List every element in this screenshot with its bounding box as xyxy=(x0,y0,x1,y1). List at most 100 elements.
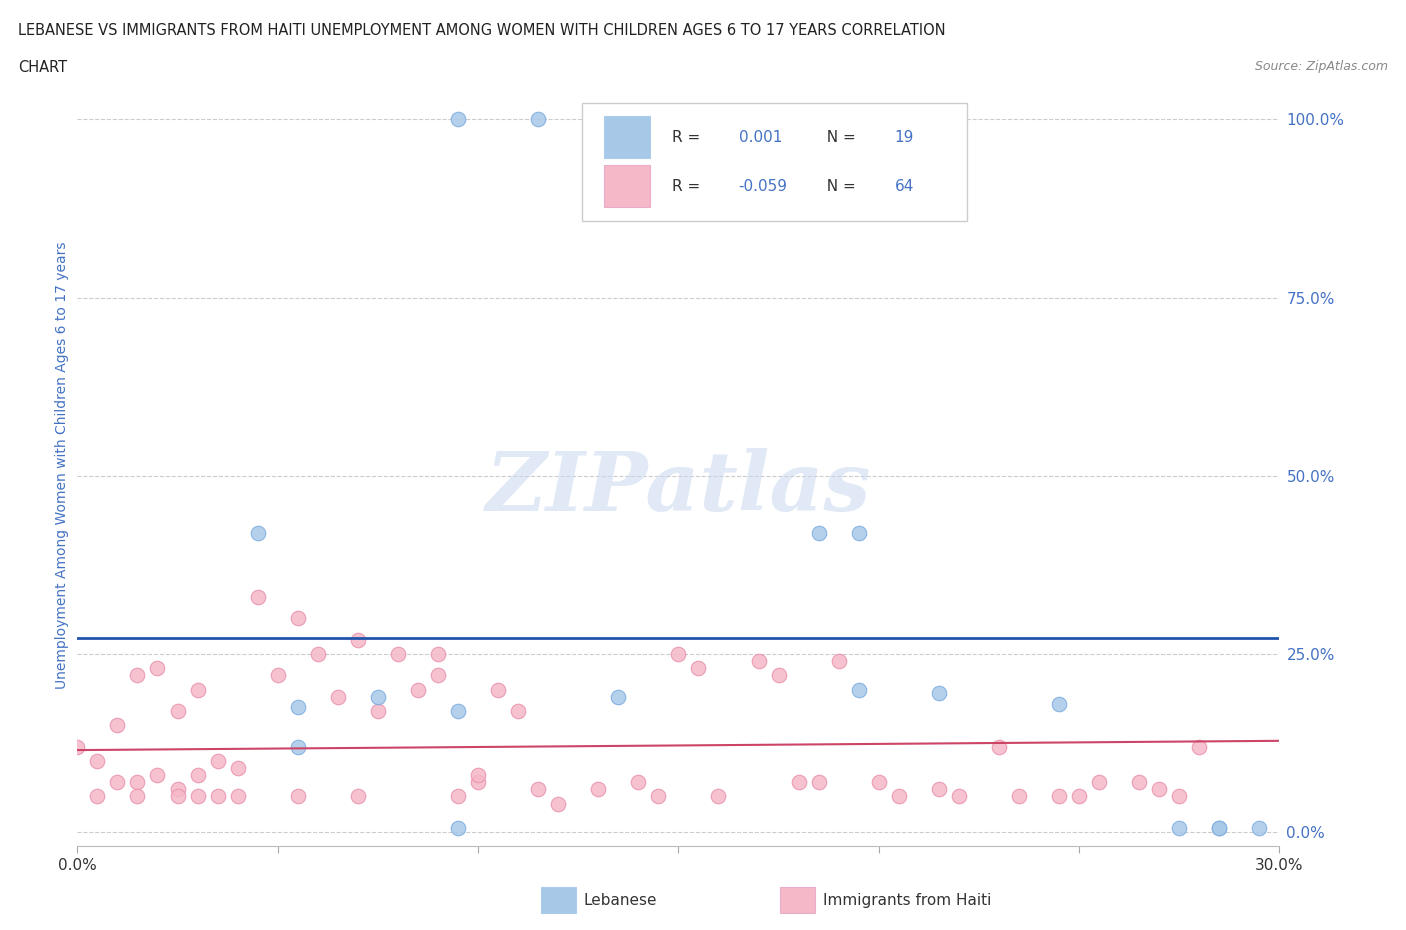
Point xyxy=(928,685,950,700)
Point xyxy=(246,525,269,540)
Point xyxy=(1047,697,1070,711)
Text: R =: R = xyxy=(672,129,706,144)
Point xyxy=(828,654,851,669)
Point xyxy=(127,775,149,790)
Point xyxy=(186,682,209,697)
FancyBboxPatch shape xyxy=(582,103,967,221)
Point xyxy=(988,739,1011,754)
Point xyxy=(868,775,890,790)
Text: N =: N = xyxy=(817,129,860,144)
Point xyxy=(807,525,830,540)
Point xyxy=(246,590,269,604)
Point xyxy=(948,789,970,804)
Y-axis label: Unemployment Among Women with Children Ages 6 to 17 years: Unemployment Among Women with Children A… xyxy=(55,241,69,689)
Point xyxy=(86,753,108,768)
Point xyxy=(647,112,669,126)
Text: ZIPatlas: ZIPatlas xyxy=(485,448,872,528)
Point xyxy=(688,660,710,675)
Point xyxy=(186,767,209,782)
Point xyxy=(627,775,650,790)
Text: R =: R = xyxy=(672,179,706,194)
Point xyxy=(787,775,810,790)
Point xyxy=(928,782,950,797)
Point xyxy=(166,782,188,797)
Text: N =: N = xyxy=(817,179,860,194)
Point xyxy=(607,689,630,704)
Point xyxy=(547,796,569,811)
Point xyxy=(367,703,389,718)
Point xyxy=(127,789,149,804)
Point xyxy=(467,775,489,790)
Point xyxy=(848,682,870,697)
Point xyxy=(1128,775,1150,790)
Point xyxy=(467,767,489,782)
Point xyxy=(287,700,309,715)
Point xyxy=(127,668,149,683)
Point xyxy=(447,789,470,804)
Point xyxy=(768,668,790,683)
Point xyxy=(887,789,910,804)
Point xyxy=(588,782,610,797)
Text: LEBANESE VS IMMIGRANTS FROM HAITI UNEMPLOYMENT AMONG WOMEN WITH CHILDREN AGES 6 : LEBANESE VS IMMIGRANTS FROM HAITI UNEMPL… xyxy=(18,23,946,38)
Point xyxy=(447,821,470,836)
Text: 64: 64 xyxy=(894,179,914,194)
Point xyxy=(86,789,108,804)
Point xyxy=(267,668,290,683)
Point xyxy=(107,775,129,790)
Point xyxy=(166,789,188,804)
Point xyxy=(486,682,509,697)
Point xyxy=(508,703,530,718)
Point xyxy=(527,782,550,797)
Point xyxy=(1208,821,1230,836)
Point xyxy=(647,789,669,804)
Point xyxy=(367,689,389,704)
Point xyxy=(406,682,429,697)
Point xyxy=(1168,789,1191,804)
Point xyxy=(1168,821,1191,836)
Point xyxy=(1047,789,1070,804)
Point xyxy=(1088,775,1111,790)
Text: 19: 19 xyxy=(894,129,914,144)
Text: Lebanese: Lebanese xyxy=(583,893,657,908)
Point xyxy=(387,646,409,661)
Point xyxy=(447,112,470,126)
Text: -0.059: -0.059 xyxy=(738,179,787,194)
Point xyxy=(527,112,550,126)
Point xyxy=(326,689,349,704)
Point xyxy=(707,789,730,804)
Point xyxy=(1008,789,1031,804)
Point xyxy=(146,767,169,782)
Point xyxy=(347,632,370,647)
Point xyxy=(107,718,129,733)
Point xyxy=(186,789,209,804)
Point xyxy=(848,525,870,540)
Point xyxy=(166,703,188,718)
Point xyxy=(226,789,249,804)
Point xyxy=(146,660,169,675)
Point xyxy=(287,739,309,754)
Point xyxy=(66,739,89,754)
Text: CHART: CHART xyxy=(18,60,67,75)
Text: Immigrants from Haiti: Immigrants from Haiti xyxy=(823,893,991,908)
Point xyxy=(1188,739,1211,754)
Point xyxy=(1149,782,1171,797)
Point xyxy=(287,789,309,804)
Point xyxy=(447,703,470,718)
Text: Source: ZipAtlas.com: Source: ZipAtlas.com xyxy=(1254,60,1388,73)
FancyBboxPatch shape xyxy=(603,166,650,207)
Point xyxy=(427,646,450,661)
Point xyxy=(1249,821,1271,836)
Point xyxy=(207,753,229,768)
Point xyxy=(427,668,450,683)
Point xyxy=(1069,789,1091,804)
FancyBboxPatch shape xyxy=(603,115,650,158)
Point xyxy=(307,646,329,661)
Point xyxy=(1208,821,1230,836)
Point xyxy=(226,761,249,776)
Point xyxy=(748,654,770,669)
Text: 0.001: 0.001 xyxy=(738,129,782,144)
Point xyxy=(347,789,370,804)
Point xyxy=(807,775,830,790)
Point xyxy=(668,646,690,661)
Point xyxy=(207,789,229,804)
